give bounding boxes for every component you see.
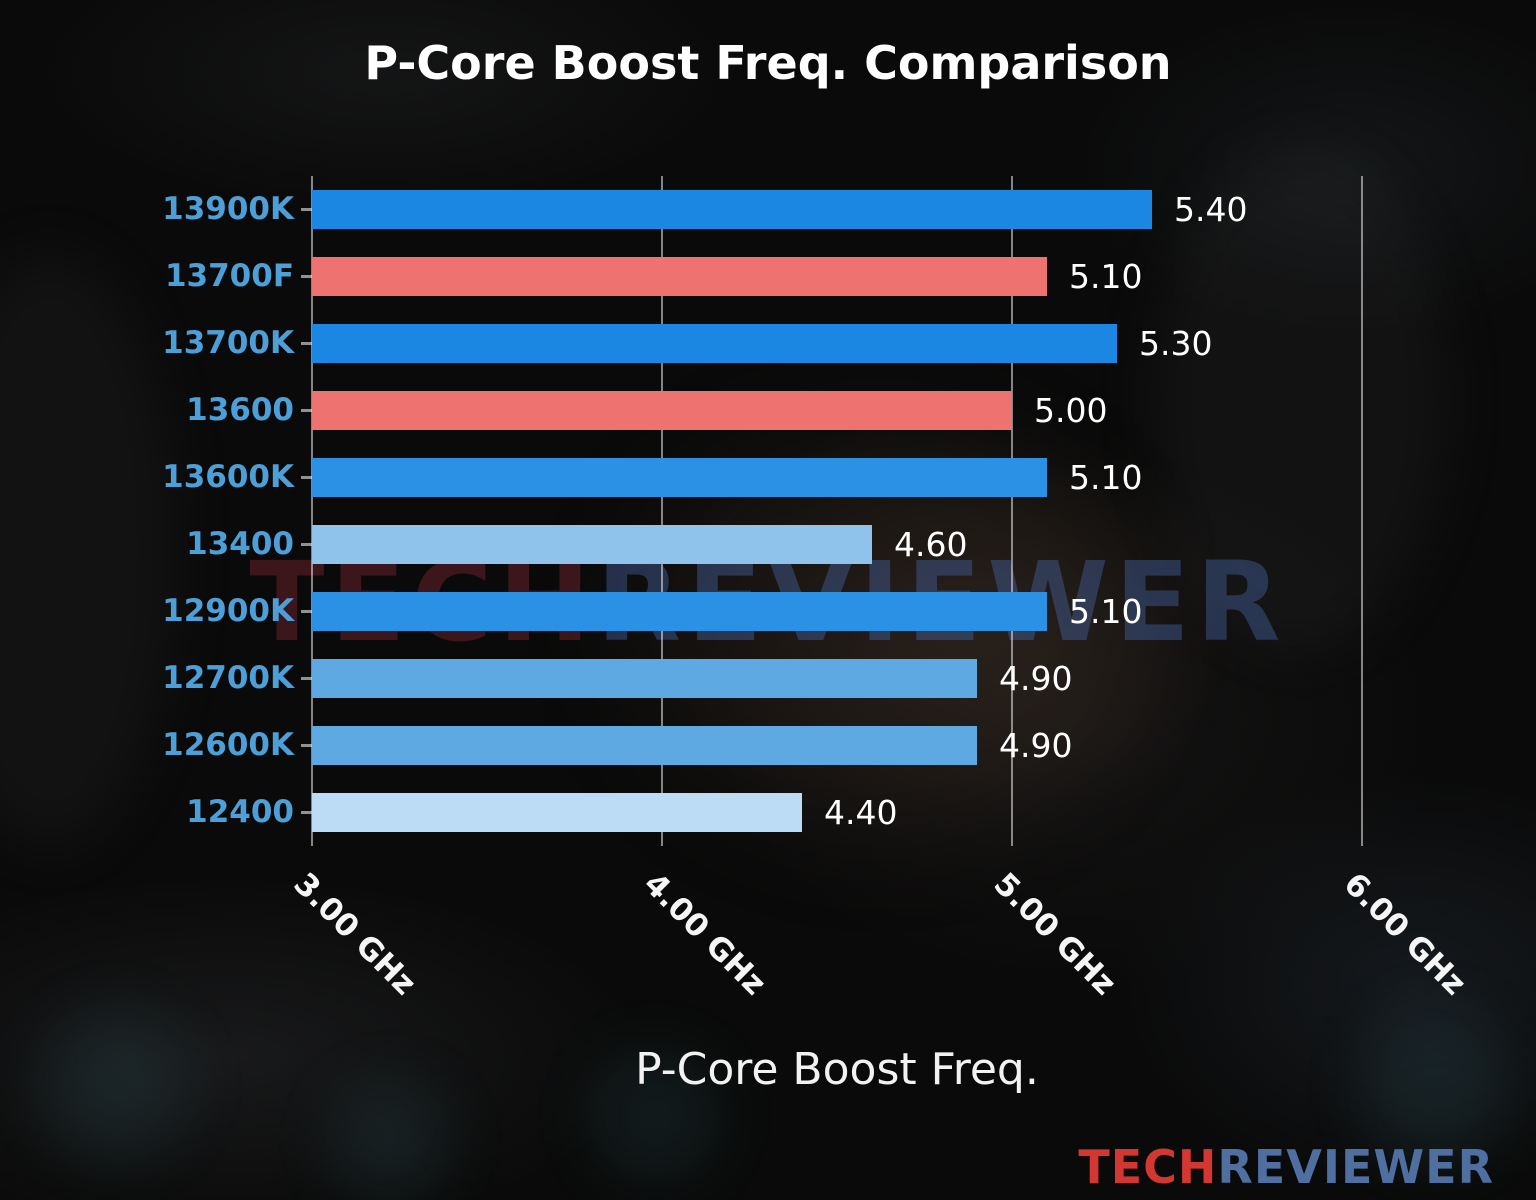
- bar-row-13700f: 13700F 5.10: [165, 243, 1362, 310]
- y-tick-mark: [301, 811, 312, 814]
- brand-logo: TECHREVIEWER: [1078, 1140, 1494, 1194]
- gridline-4.00-ghz: [661, 176, 663, 846]
- brand-reviewer: REVIEWER: [1217, 1140, 1494, 1194]
- y-tick-mark: [301, 275, 312, 278]
- bar-12600k: [312, 726, 977, 765]
- y-tick-mark: [301, 409, 312, 412]
- background-bokeh-dot: [40, 1010, 190, 1160]
- y-tick-mark: [301, 610, 312, 613]
- gridline-5.00-ghz: [1011, 176, 1013, 846]
- x-axis-tick-labels: 3.00 GHz 4.00 GHz 5.00 GHz 6.00 GHz: [287, 858, 1473, 1068]
- category-label: 13600K: [162, 459, 294, 495]
- bar-13700k: [312, 324, 1117, 363]
- bar-row-12900k: 12900K 5.10: [162, 578, 1362, 645]
- bar-row-12600k: 12600K 4.90: [162, 712, 1362, 779]
- bar-row-13600: 13600 5.00: [186, 377, 1362, 444]
- bar-row-12400: 12400 4.40: [186, 779, 1362, 846]
- background-bokeh-dot: [330, 1080, 450, 1200]
- plot-area: 13900K 5.40 13700F 5.10 13700K 5.30 13600 5.00 1…: [162, 176, 1363, 846]
- gridline-6.00-ghz: [1361, 176, 1363, 846]
- bar-12900k: [312, 592, 1047, 631]
- background-blur-blob: [1150, 150, 1450, 650]
- bar-12700k: [312, 659, 977, 698]
- bar-row-13600k: 13600K 5.10: [162, 444, 1362, 511]
- x-tick-label: 5.00 GHz: [986, 866, 1123, 1003]
- bar-13700f: [312, 257, 1047, 296]
- y-tick-mark: [301, 543, 312, 546]
- value-label: 5.10: [1069, 257, 1143, 296]
- value-label: 5.30: [1139, 324, 1213, 363]
- category-label: 13900K: [162, 191, 294, 227]
- background-bokeh-dot: [1360, 1010, 1510, 1160]
- value-label: 5.00: [1033, 391, 1108, 430]
- y-tick-mark: [301, 476, 312, 479]
- category-label: 12400: [186, 794, 294, 830]
- value-label: 4.90: [999, 659, 1073, 698]
- category-label: 13700F: [164, 258, 294, 294]
- category-label: 12900K: [162, 593, 294, 629]
- y-tick-mark: [301, 208, 312, 211]
- bar-13600: [312, 391, 1012, 430]
- gridline-3.00-ghz: [311, 176, 313, 846]
- value-label: 5.10: [1069, 458, 1143, 497]
- value-label: 5.10: [1069, 592, 1143, 631]
- category-label: 12600K: [162, 727, 294, 763]
- category-label: 13600: [186, 392, 294, 428]
- y-tick-mark: [301, 342, 312, 345]
- value-label: 4.60: [893, 525, 968, 564]
- value-label: 4.40: [824, 793, 898, 832]
- y-tick-mark: [301, 677, 312, 680]
- category-label: 13400: [186, 526, 294, 562]
- value-label: 5.40: [1174, 190, 1248, 229]
- chart-title: P-Core Boost Freq. Comparison: [364, 36, 1172, 90]
- category-label: 12700K: [162, 660, 294, 696]
- bar-row-13400: 13400 4.60: [186, 511, 1362, 578]
- bar-13400: [312, 525, 872, 564]
- y-tick-mark: [301, 744, 312, 747]
- brand-tech: TECH: [1078, 1140, 1218, 1194]
- bar-row-12700k: 12700K 4.90: [162, 645, 1362, 712]
- bar-13600k: [312, 458, 1047, 497]
- bar-13900k: [312, 190, 1152, 229]
- bar-12400: [312, 793, 802, 832]
- x-axis-label: P-Core Boost Freq.: [635, 1044, 1039, 1095]
- bar-row-13700k: 13700K 5.30: [162, 310, 1362, 377]
- bar-row-13900k: 13900K 5.40: [162, 176, 1362, 243]
- category-label: 13700K: [162, 325, 294, 361]
- x-tick-label: 4.00 GHz: [636, 866, 773, 1003]
- background-bokeh-dot: [590, 1050, 720, 1180]
- value-label: 4.90: [999, 726, 1073, 765]
